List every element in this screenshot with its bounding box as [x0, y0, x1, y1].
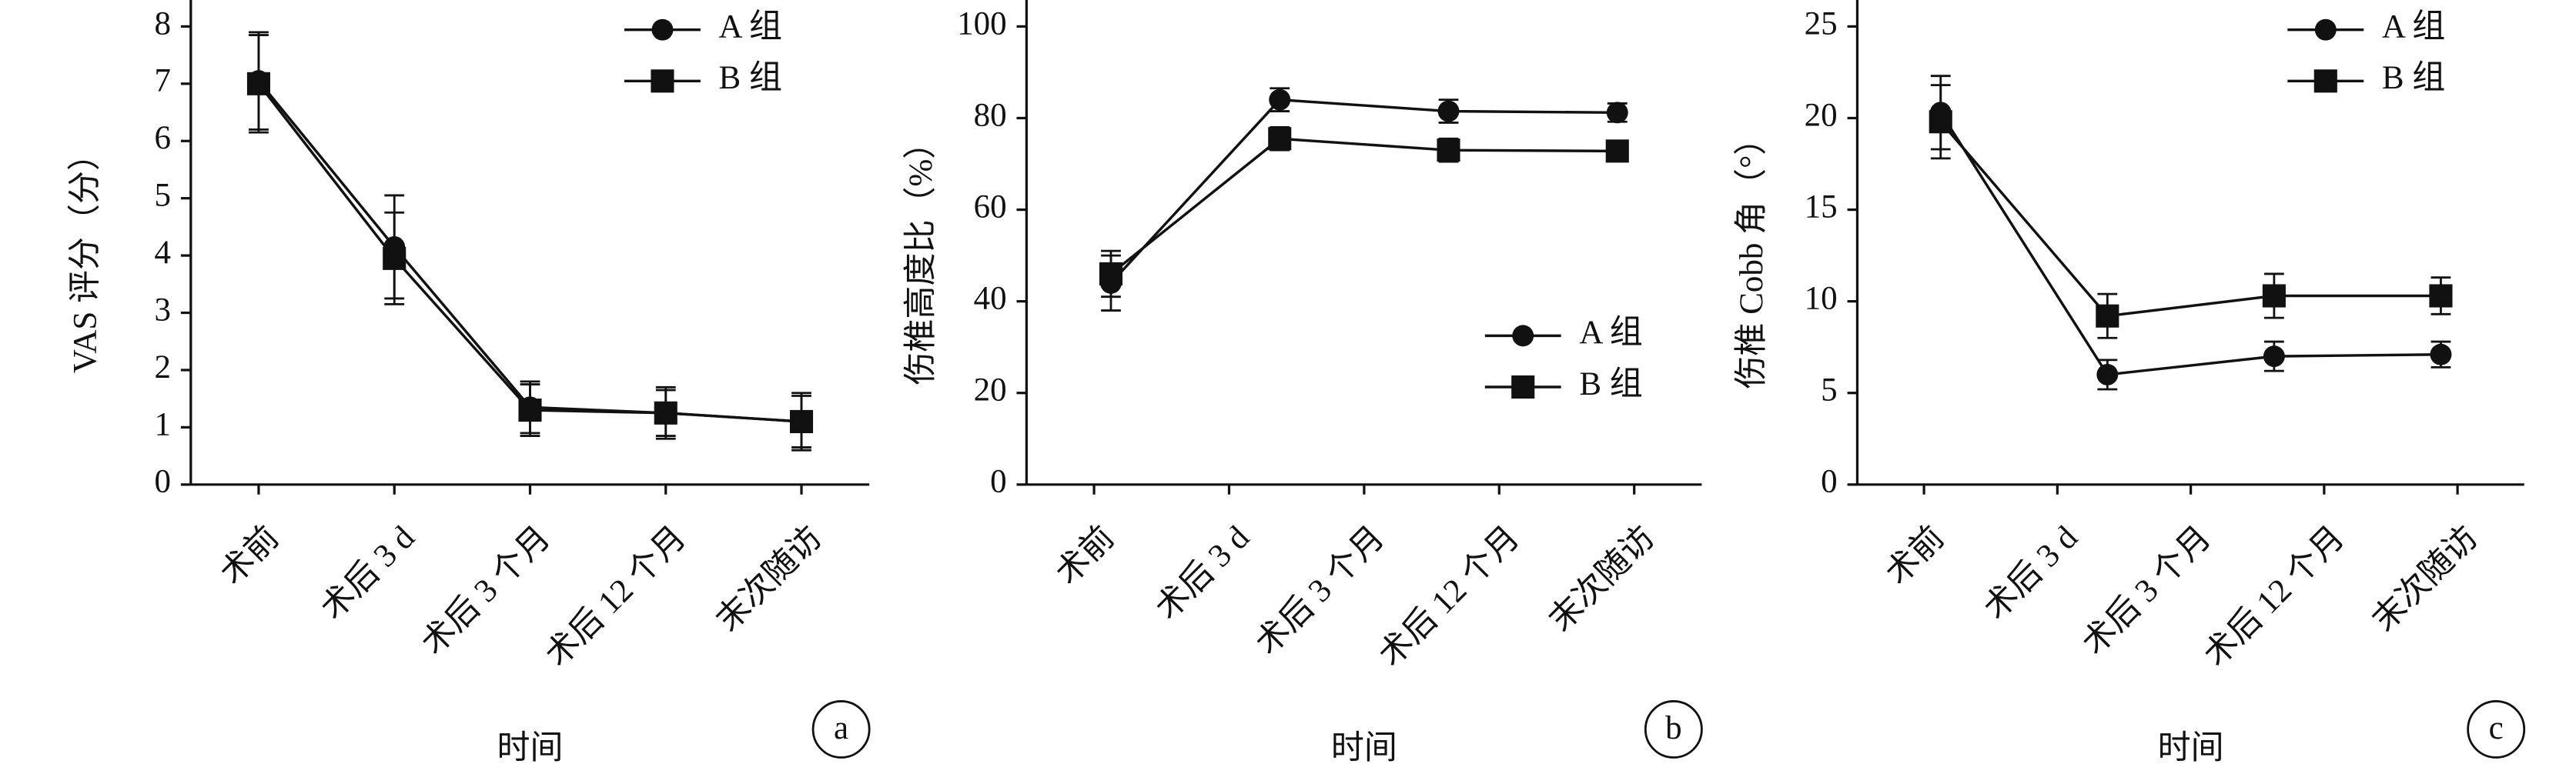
legend-marker	[2314, 18, 2337, 41]
marker	[246, 72, 271, 95]
y-tick-label: 5	[155, 178, 172, 214]
x-tick-label: 术后 12 个月	[539, 519, 693, 673]
y-axis-title: VAS 评分（分）	[67, 138, 103, 373]
x-axis-title: 时间	[2158, 730, 2224, 766]
y-tick-label: 7	[155, 63, 172, 99]
x-tick-label: 术前	[1049, 519, 1122, 592]
y-tick-label: 80	[974, 97, 1007, 133]
y-tick-label: 0	[990, 464, 1007, 500]
y-tick-label: 100	[957, 5, 1006, 42]
series-line	[1109, 137, 1618, 275]
y-tick-label: 10	[1805, 281, 1838, 317]
y-tick-label: 25	[1805, 5, 1838, 42]
x-tick-label: 末次随访	[710, 519, 829, 639]
x-tick-label: 术后 3 个月	[1249, 519, 1391, 662]
legend-label: B 组	[1579, 366, 1642, 402]
panel-label: b	[1665, 710, 1682, 746]
y-tick-label: 5	[1821, 372, 1838, 409]
x-tick-label: 术后 3 d	[1977, 519, 2085, 627]
marker	[1605, 139, 1629, 163]
series-line	[257, 82, 802, 423]
legend-marker	[2313, 69, 2337, 93]
series-line	[257, 80, 802, 423]
legend-marker	[1512, 325, 1534, 347]
y-tick-label: 1	[155, 406, 172, 442]
y-tick-label: 15	[1805, 188, 1838, 225]
x-tick-label: 术后 3 d	[314, 519, 422, 627]
marker	[518, 399, 542, 422]
y-tick-label: 2	[155, 349, 172, 385]
panel-label: a	[834, 710, 848, 746]
y-tick-label: 3	[155, 292, 172, 328]
legend-label: A 组	[719, 9, 782, 45]
legend-label: A 组	[1579, 315, 1642, 351]
x-axis-title: 时间	[497, 730, 564, 766]
legend-marker	[1511, 375, 1535, 399]
y-tick-label: 8	[155, 5, 172, 42]
legend-marker	[651, 69, 674, 93]
marker	[2262, 284, 2286, 308]
y-tick-label: 4	[155, 235, 172, 271]
y-tick-label: 40	[974, 281, 1007, 317]
x-tick-label: 术后 12 个月	[2197, 519, 2351, 673]
marker	[2096, 363, 2119, 385]
marker	[1437, 100, 1460, 122]
x-tick-label: 术后 12 个月	[1372, 519, 1526, 673]
series-line	[1109, 98, 1618, 284]
x-tick-label: 术后 3 个月	[2076, 519, 2218, 662]
legend-label: A 组	[2382, 9, 2445, 45]
series-line	[1939, 112, 2441, 376]
marker	[383, 246, 406, 270]
panel-label: c	[2489, 710, 2504, 746]
panel-badge	[2467, 700, 2526, 759]
x-tick-label: 术前	[213, 519, 286, 592]
marker	[1269, 88, 1291, 111]
y-tick-label: 20	[1805, 97, 1838, 133]
legend-marker	[651, 18, 674, 41]
y-tick-label: 6	[155, 120, 172, 156]
marker	[2263, 345, 2285, 368]
legend-label: B 组	[2382, 60, 2445, 96]
y-tick-label: 60	[974, 188, 1007, 225]
y-axis-title: 伤椎 Cobb 角（°）	[1734, 122, 1770, 389]
y-tick-label: 20	[974, 372, 1007, 409]
marker	[789, 409, 814, 433]
marker	[2429, 284, 2453, 308]
marker	[654, 401, 677, 425]
y-axis-title: 伤椎高度比（%）	[903, 126, 939, 385]
y-tick-label: 0	[155, 464, 172, 500]
legend-label: B 组	[719, 60, 782, 96]
series-line	[1939, 121, 2441, 318]
y-tick-label: 0	[1821, 464, 1838, 500]
x-axis-title: 时间	[1331, 730, 1397, 766]
marker	[1437, 138, 1460, 162]
marker	[1929, 110, 1952, 134]
panel-badge	[811, 700, 871, 759]
x-tick-label: 末次随访	[1542, 519, 1661, 639]
x-tick-label: 术前	[1879, 519, 1952, 592]
marker	[2430, 343, 2452, 365]
x-tick-label: 末次随访	[2366, 519, 2485, 639]
panel-badge	[1644, 700, 1703, 759]
marker	[1268, 127, 1292, 151]
marker	[1099, 262, 1123, 285]
x-tick-label: 术后 3 个月	[415, 519, 557, 662]
marker	[2096, 304, 2119, 328]
x-tick-label: 术后 3 d	[1149, 519, 1256, 627]
marker	[1606, 102, 1628, 124]
